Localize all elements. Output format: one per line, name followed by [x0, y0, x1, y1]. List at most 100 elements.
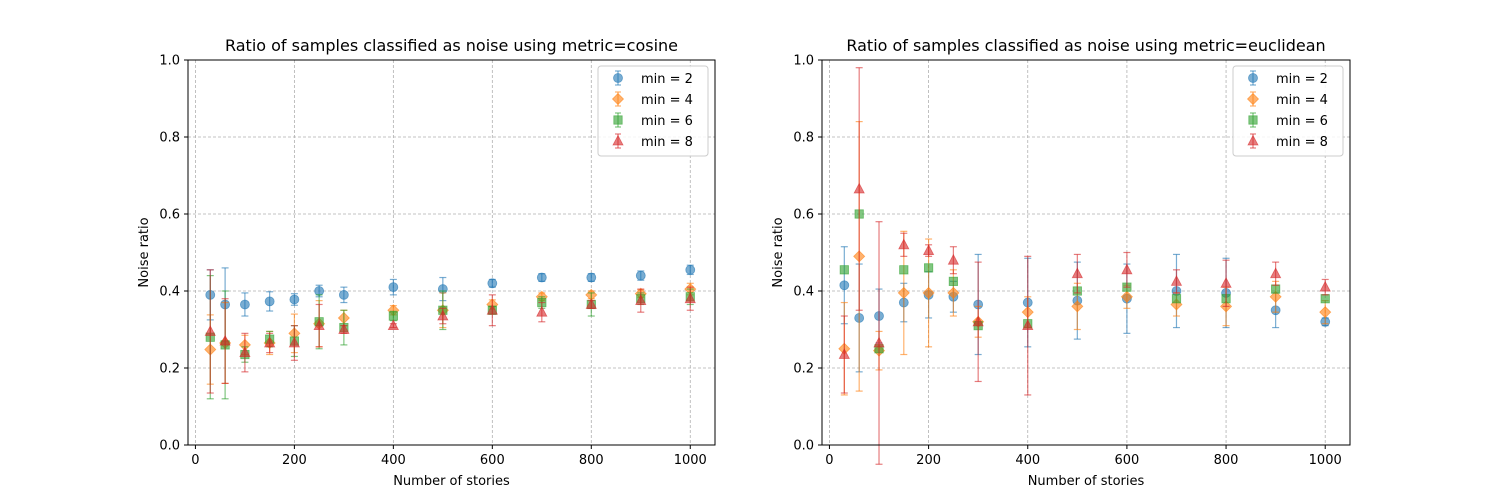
data-point [1071, 267, 1083, 279]
legend-marker [1248, 115, 1258, 125]
x-tick-label: 200 [916, 453, 941, 468]
data-point [839, 280, 850, 291]
x-tick-label: 800 [579, 453, 604, 468]
ticks: 0 200 400 600 800 1000 0.0 0.2 0.4 0.6 0.8 1.0 [793, 54, 1341, 469]
x-tick-label: 1000 [674, 453, 707, 468]
data-point [388, 282, 399, 293]
data-point [239, 346, 251, 358]
data-point [899, 265, 909, 275]
legend-label: min = 8 [641, 135, 693, 150]
ticks: 0 200 400 600 800 1000 0.0 0.2 0.4 0.6 0.8 1.0 [159, 54, 706, 469]
series-4 [204, 269, 696, 394]
y-tick-label: 0.4 [159, 285, 180, 300]
legend-item: min = 6 [613, 112, 693, 129]
data-point [684, 292, 696, 304]
data-point [1320, 294, 1330, 304]
axes-frame [821, 59, 1351, 446]
data-point [922, 286, 935, 299]
data-point [685, 264, 696, 275]
legend-marker [1247, 134, 1259, 146]
data-point [338, 323, 350, 334]
data-point [1120, 290, 1133, 303]
data-point [1269, 267, 1282, 279]
data-point [1319, 280, 1331, 292]
data-point [314, 286, 325, 296]
legend-box [597, 65, 709, 157]
y-tick-label: 1.0 [793, 54, 814, 69]
legend-label: min = 2 [1276, 72, 1328, 87]
y-tick-label: 0.6 [159, 208, 180, 223]
series-4 [838, 67, 1331, 465]
data-point [922, 244, 935, 255]
x-tick-label: 600 [1114, 453, 1139, 468]
data-point [853, 182, 865, 194]
data-point [947, 286, 960, 299]
data-point [536, 305, 548, 317]
data-point [1121, 263, 1133, 275]
data-point [338, 289, 349, 300]
legend-marker [612, 134, 624, 146]
y-tick-label: 0.0 [159, 439, 180, 454]
legend-item: min = 2 [1248, 70, 1328, 87]
data-point [388, 311, 398, 321]
legend-marker [611, 92, 625, 106]
data-point [486, 303, 498, 315]
x-tick-label: 200 [282, 453, 307, 468]
chart-title: Ratio of samples classified as noise usi… [225, 36, 678, 55]
plot-area [838, 67, 1332, 465]
legend-marker [613, 115, 623, 125]
legend-marker [1246, 92, 1260, 106]
x-tick-label: 800 [1214, 453, 1239, 468]
data-point [635, 294, 647, 306]
chart-cosine: Ratio of samples classified as noise usi… [137, 36, 716, 489]
data-point [838, 348, 850, 359]
x-tick-label: 0 [191, 453, 199, 468]
data-point [1220, 276, 1232, 288]
data-point [1071, 300, 1084, 313]
y-tick-label: 0.2 [793, 362, 814, 377]
legend-item: min = 4 [611, 91, 693, 108]
data-point [437, 309, 449, 321]
data-point [923, 263, 934, 273]
y-tick-label: 0.4 [793, 285, 814, 300]
legend-label: min = 2 [641, 72, 693, 87]
x-tick-label: 1000 [1309, 453, 1342, 468]
y-tick-label: 1.0 [159, 54, 180, 69]
series-1 [205, 264, 696, 342]
x-axis-label: Number of stories [393, 474, 510, 489]
data-point [635, 270, 646, 281]
y-tick-label: 0.6 [793, 208, 814, 223]
x-axis-label: Number of stories [1028, 474, 1145, 489]
data-point [1170, 275, 1183, 286]
data-point [219, 334, 231, 346]
data-point [289, 294, 300, 305]
legend-label: min = 4 [641, 93, 693, 108]
y-axis-label: Noise ratio [771, 217, 786, 287]
data-point [897, 286, 910, 299]
x-tick-label: 0 [825, 453, 833, 468]
legend-label: min = 6 [641, 114, 693, 129]
data-point [839, 265, 849, 275]
legend-label: min = 4 [1276, 93, 1328, 108]
data-point [263, 336, 276, 348]
data-point [1022, 319, 1034, 331]
y-tick-label: 0.8 [793, 131, 814, 146]
data-point [898, 238, 910, 250]
data-point [288, 336, 301, 348]
legend-label: min = 8 [1276, 135, 1328, 150]
data-point [1319, 306, 1332, 319]
data-point [487, 278, 498, 289]
data-point [1171, 294, 1182, 304]
data-point [1269, 290, 1282, 303]
legend-item: min = 6 [1248, 112, 1328, 129]
data-point [313, 319, 325, 331]
data-point [387, 319, 400, 331]
data-point [264, 296, 275, 307]
chart-title: Ratio of samples classified as noise usi… [846, 36, 1325, 55]
y-tick-label: 0.8 [159, 131, 180, 146]
data-point [240, 299, 250, 310]
legend-marker [613, 73, 623, 83]
data-point [947, 253, 960, 265]
data-point [536, 272, 547, 283]
